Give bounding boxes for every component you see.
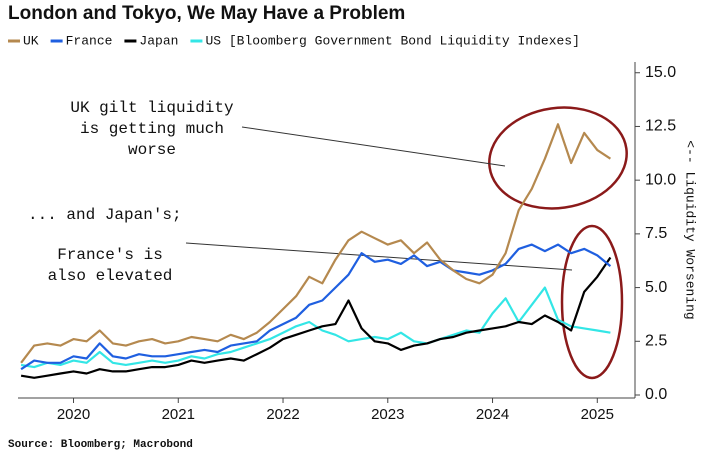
x-tick-label: 2025	[581, 406, 614, 423]
annotation: UK gilt liquidity	[70, 99, 234, 117]
series-line	[20, 286, 611, 369]
annotation: worse	[128, 141, 176, 159]
y-tick-label: 7.5	[645, 225, 667, 242]
y-tick-label: 12.5	[645, 118, 676, 135]
annotation: France's is	[57, 246, 163, 264]
y-tick-label: 5.0	[645, 279, 667, 296]
annotation: ... and Japan's;	[28, 206, 182, 224]
annotation-arrow	[241, 126, 506, 167]
chart-title: London and Tokyo, We May Have a Problem	[8, 3, 405, 24]
legend-label: France	[66, 33, 113, 48]
y-tick-label: 2.5	[645, 333, 667, 350]
series-line	[20, 256, 612, 379]
source: Source: Bloomberg; Macrobond	[8, 439, 193, 451]
x-tick-label: 2021	[162, 406, 195, 423]
y-axis-label: <-- Liquidity Worsening	[683, 140, 698, 319]
annotation: is getting much	[80, 120, 224, 138]
y-tick-label: 10.0	[645, 171, 676, 188]
legend-label: US [Bloomberg Government Bond Liquidity …	[205, 33, 579, 48]
y-tick-label: 15.0	[645, 64, 676, 81]
highlight-ellipse	[488, 106, 628, 210]
y-tick-label: 0.0	[645, 386, 667, 403]
x-tick-label: 2024	[476, 406, 509, 423]
legend-label: Japan	[139, 33, 178, 48]
x-tick-label: 2023	[371, 406, 404, 423]
x-tick-label: 2020	[57, 406, 90, 423]
series-line	[20, 243, 612, 371]
highlight-ellipse	[560, 224, 624, 380]
legend-label: UK	[23, 33, 39, 48]
annotation: also elevated	[48, 267, 173, 285]
x-tick-label: 2022	[266, 406, 299, 423]
series-line	[20, 123, 612, 364]
annotation-arrow	[185, 242, 573, 271]
